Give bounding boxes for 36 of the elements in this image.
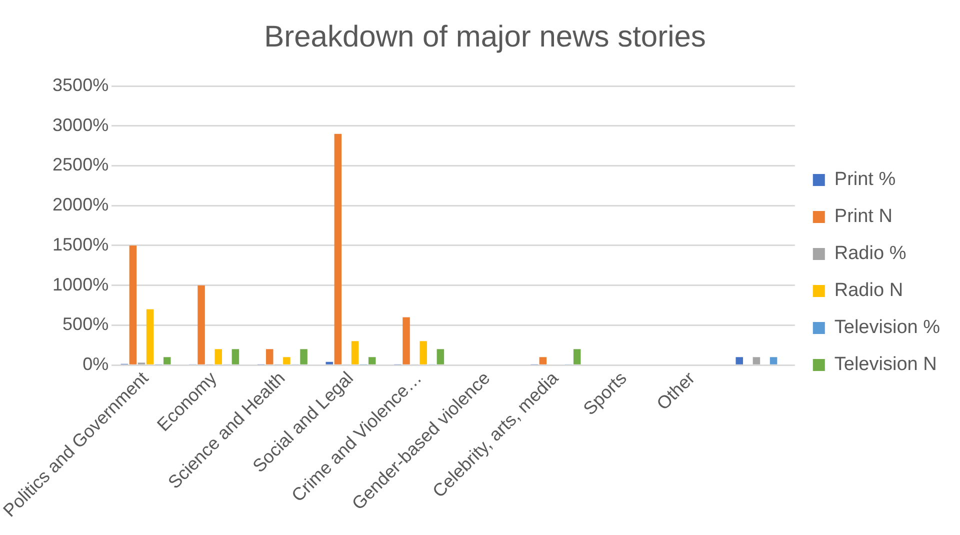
legend-label: Television % — [834, 317, 940, 338]
y-tick-label: 0% — [82, 354, 109, 374]
bar — [573, 349, 581, 364]
y-tick-label: 2000% — [52, 194, 109, 215]
bar — [163, 357, 171, 364]
y-tick-label: 3500% — [52, 74, 109, 95]
bar — [198, 285, 205, 364]
bar — [326, 362, 334, 364]
bar — [300, 349, 308, 364]
bar — [420, 341, 427, 364]
y-tick-label: 1500% — [52, 234, 109, 254]
y-tick-label: 3000% — [52, 114, 109, 135]
y-tick-label: 500% — [62, 314, 109, 334]
y-tick-label: 2500% — [52, 154, 109, 175]
bar — [351, 341, 359, 364]
bar — [770, 357, 778, 364]
bar — [283, 357, 290, 364]
legend-label: Print % — [834, 169, 896, 190]
bar — [214, 349, 222, 364]
bar — [436, 349, 444, 364]
bar — [402, 317, 410, 364]
bar — [146, 309, 154, 364]
legend-label: Radio % — [834, 243, 906, 264]
bar — [736, 357, 744, 364]
chart-title: Breakdown of major news stories — [264, 20, 706, 54]
legend-label: Television N — [834, 354, 937, 376]
bar — [334, 134, 342, 364]
bar — [232, 349, 240, 364]
y-tick-label: 1000% — [52, 274, 109, 294]
bar — [129, 245, 137, 364]
bar — [368, 357, 376, 364]
bar — [752, 357, 760, 364]
bar — [539, 357, 547, 364]
bar — [266, 349, 274, 364]
legend-label: Radio N — [834, 280, 904, 302]
legend-label: Print N — [834, 206, 892, 228]
